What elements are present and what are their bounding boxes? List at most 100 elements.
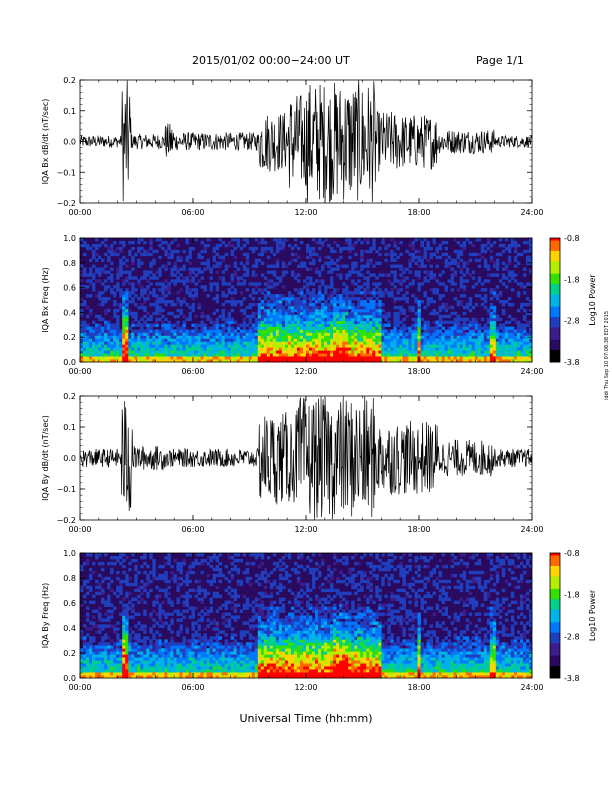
spectrogram-cell — [122, 323, 126, 327]
spectrogram-cell — [498, 353, 503, 357]
spectrogram-cell — [272, 285, 277, 289]
spectrogram-cell — [164, 579, 168, 584]
spectrogram-cell — [113, 359, 117, 363]
spectrogram-cell — [149, 648, 153, 652]
spectrogram-cell — [522, 341, 527, 345]
spectrogram-cell — [233, 338, 238, 342]
spectrogram-cell — [321, 264, 325, 268]
spectrogram-cell — [357, 350, 361, 354]
spectrogram-cell — [366, 323, 370, 327]
spectrogram-cell — [122, 636, 126, 640]
spectrogram-cell — [372, 320, 376, 325]
spectrogram-cell — [122, 270, 126, 274]
spectrogram-cell — [182, 267, 186, 271]
spectrogram-cell — [101, 326, 105, 330]
spectrogram-cell — [309, 347, 313, 351]
spectrogram-cell — [203, 350, 207, 354]
spectrogram-cell — [462, 264, 467, 268]
spectrogram-cell — [489, 356, 494, 360]
spectrogram-cell — [486, 338, 491, 342]
spectrogram-cell — [176, 297, 180, 301]
spectrogram-cell — [149, 282, 153, 286]
spectrogram-cell — [302, 338, 307, 342]
spectrogram-cell — [378, 302, 382, 307]
spectrogram-cell — [182, 249, 186, 254]
spectrogram-cell — [306, 347, 310, 351]
spectrogram-cell — [351, 308, 355, 313]
spectrogram-cell — [369, 246, 373, 251]
spectrogram-cell — [327, 264, 331, 268]
spectrogram-cell — [339, 323, 343, 327]
spectrogram-cell — [309, 282, 313, 286]
spectrogram-cell — [302, 317, 307, 322]
spectrogram-cell — [191, 338, 195, 342]
spectrogram-cell — [372, 273, 376, 277]
spectrogram-cell — [95, 350, 99, 354]
spectrogram-cell — [80, 243, 84, 248]
spectrogram-cell — [321, 356, 325, 360]
spectrogram-cell — [342, 320, 346, 325]
spectrogram-cell — [299, 356, 304, 360]
spectrogram-cell — [155, 350, 159, 354]
spectrogram-cell — [519, 323, 524, 327]
spectrogram-cell — [263, 332, 268, 336]
spectrogram-cell — [86, 558, 90, 563]
spectrogram-cell — [140, 291, 144, 295]
spectrogram-cell — [155, 657, 159, 661]
spectrogram-cell — [278, 341, 283, 345]
spectrogram-cell — [197, 350, 201, 354]
spectrogram-cell — [167, 627, 171, 631]
spectrogram-cell — [86, 561, 90, 566]
spectrogram-cell — [158, 243, 162, 248]
spectrogram-cell — [179, 344, 183, 348]
spectrogram-cell — [432, 276, 436, 280]
spectrogram-cell — [83, 341, 87, 345]
spectrogram-cell — [489, 302, 494, 307]
spectrogram-cell — [176, 314, 180, 319]
spectrogram-cell — [525, 356, 530, 360]
spectrogram-cell — [98, 291, 102, 295]
spectrogram-cell — [86, 579, 90, 584]
spectrogram-cell — [170, 669, 174, 673]
spectrogram-cell — [194, 288, 198, 292]
spectrogram-cell — [462, 243, 467, 248]
spectrogram-cell — [330, 291, 334, 295]
spectrogram-cell — [98, 669, 102, 673]
spectrogram-cell — [384, 317, 388, 322]
spectrogram-cell — [336, 243, 340, 248]
spectrogram-cell — [465, 317, 470, 322]
spectrogram-cell — [149, 639, 153, 643]
spectrogram-cell — [161, 621, 165, 625]
spectrogram-cell — [510, 238, 515, 242]
spectrogram-cell — [290, 359, 295, 363]
spectrogram-cell — [98, 267, 102, 271]
spectrogram-cell — [143, 288, 147, 292]
spectrogram-cell — [152, 288, 156, 292]
spectrogram-cell — [468, 338, 473, 342]
colorbar-segment — [550, 252, 560, 256]
spectrogram-cell — [345, 285, 349, 289]
spectrogram-cell — [462, 320, 467, 325]
spectrogram-cell — [278, 344, 283, 348]
spectrogram-cell — [357, 311, 361, 316]
spectrogram-cell — [164, 350, 168, 354]
spectrogram-cell — [233, 246, 238, 251]
spectrogram-cell — [95, 591, 99, 596]
spectrogram-cell — [486, 273, 491, 277]
spectrogram-cell — [275, 300, 280, 304]
spectrogram-cell — [95, 675, 99, 679]
spectrogram-cell — [179, 576, 183, 581]
spectrogram-cell — [281, 305, 286, 310]
spectrogram-cell — [209, 356, 213, 360]
spectrogram-cell — [393, 276, 397, 280]
spectrogram-cell — [254, 356, 259, 360]
spectrogram-cell — [287, 332, 292, 336]
spectrogram-cell — [248, 246, 253, 251]
spectrogram-cell — [263, 350, 268, 354]
spectrogram-cell — [287, 291, 292, 295]
spectrogram-cell — [95, 553, 99, 557]
spectrogram-cell — [272, 335, 277, 339]
spectrogram-cell — [122, 338, 126, 342]
spectrogram-cell — [215, 285, 220, 289]
